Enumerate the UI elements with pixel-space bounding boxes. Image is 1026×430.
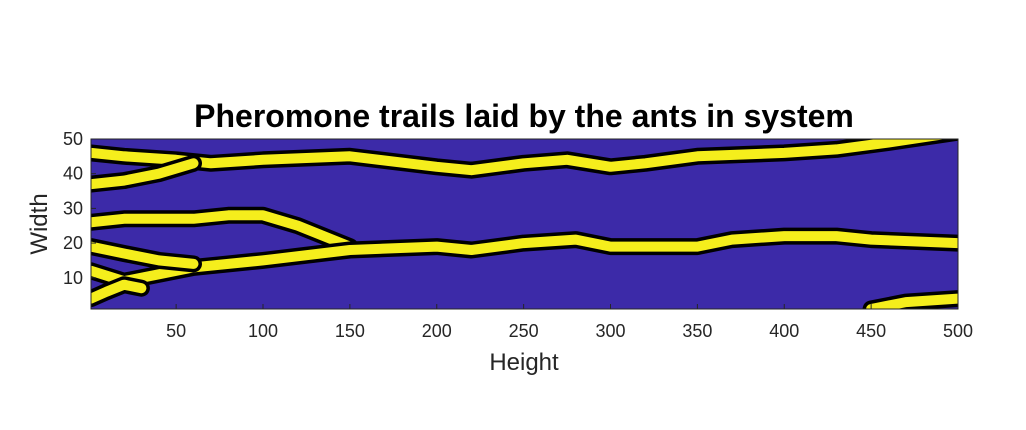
trail-6 xyxy=(91,279,147,304)
chart-title: Pheromone trails laid by the ants in sys… xyxy=(194,98,854,134)
y-tick-label: 10 xyxy=(63,268,83,288)
x-tick-label: 350 xyxy=(682,321,712,341)
x-axis-label: Height xyxy=(489,349,559,376)
x-tick-label: 150 xyxy=(335,321,365,341)
x-tick-label: 200 xyxy=(422,321,452,341)
y-tick-label: 20 xyxy=(63,233,83,253)
x-tick-label: 300 xyxy=(595,321,625,341)
pheromone-trails xyxy=(91,139,958,309)
y-axis-label: Width xyxy=(26,193,53,254)
plot-frame xyxy=(90,138,959,310)
trail-7 xyxy=(866,293,958,309)
y-tick-label: 30 xyxy=(63,198,83,218)
x-tick-label: 100 xyxy=(248,321,278,341)
x-tick-label: 250 xyxy=(509,321,539,341)
x-tick-label: 450 xyxy=(856,321,886,341)
trail-2 xyxy=(91,158,199,190)
y-tick-label: 50 xyxy=(63,129,83,149)
trail-3 xyxy=(91,210,355,252)
x-tick-label: 50 xyxy=(166,321,186,341)
trail-5 xyxy=(91,241,199,269)
x-tick-label: 400 xyxy=(769,321,799,341)
x-axis-ticks: 50 100 150 200 250 300 350 400 450 500 xyxy=(166,304,973,341)
x-tick-label: 500 xyxy=(943,321,973,341)
y-axis-ticks: 10 20 30 40 50 xyxy=(63,129,96,288)
y-tick-label: 40 xyxy=(63,164,83,184)
